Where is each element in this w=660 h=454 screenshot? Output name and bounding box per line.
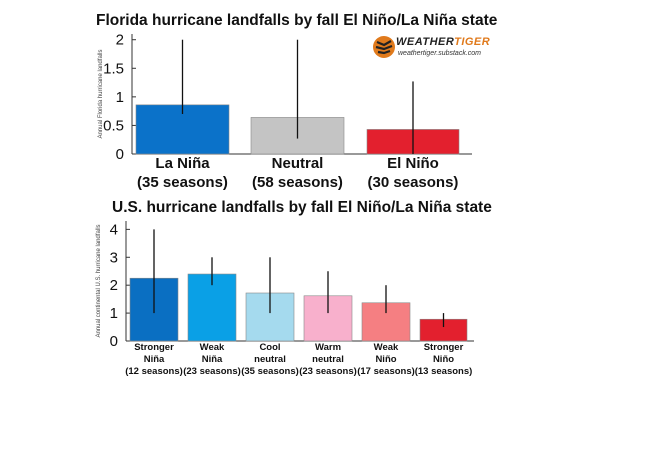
chart-2-category-label: Weak (374, 342, 399, 353)
chart-1-category-label: Neutral (272, 155, 324, 172)
chart-1-category-label: (58 seasons) (252, 174, 343, 191)
chart-2-category-label: Niña (202, 354, 223, 365)
chart-2-y-tick-label: 1 (110, 305, 118, 322)
logo-word-tiger: TIGER (454, 36, 491, 48)
chart-2-title: U.S. hurricane landfalls by fall El Niño… (112, 199, 492, 216)
chart-2-category-label: (17 seasons) (357, 366, 415, 377)
chart-1-y-tick-label: 0.5 (103, 117, 124, 134)
chart-1-y-tick-label: 1 (116, 89, 124, 106)
chart-2-y-tick-label: 4 (110, 221, 118, 238)
weathertiger-logo: WEATHERTIGER weathertiger.substack.com (370, 33, 490, 65)
chart-2-category-label: (23 seasons) (183, 366, 241, 377)
chart-1-y-tick-label: 0 (116, 146, 124, 163)
logo-url: weathertiger.substack.com (398, 50, 481, 57)
chart-2-category-label: Niño (375, 354, 396, 365)
chart-1-title: Florida hurricane landfalls by fall El N… (96, 12, 498, 29)
chart-2-category-label: neutral (254, 354, 286, 365)
tiger-stripes-icon (373, 36, 395, 58)
chart-2-category-label: (23 seasons) (299, 366, 357, 377)
chart-2-category-label: (35 seasons) (241, 366, 299, 377)
chart-2-category-label: Weak (200, 342, 225, 353)
chart-1-y-tick-label: 2 (116, 32, 124, 49)
chart-1-category-label: El Niño (387, 155, 439, 172)
chart-2-y-tick-label: 3 (110, 249, 118, 266)
chart-2-y-axis-label: Annual continental U.S. hurricane landfa… (96, 224, 102, 337)
chart-2-y-tick-label: 0 (110, 333, 118, 350)
chart-2-category-label: (12 seasons) (125, 366, 183, 377)
chart-2-category-label: Stronger (424, 342, 464, 353)
chart-2-category-label: Niño (433, 354, 454, 365)
chart-1-category-label: La Niña (155, 155, 210, 172)
logo-word-weather: WEATHER (396, 36, 455, 48)
chart-2-category-label: neutral (312, 354, 344, 365)
chart-2-category-label: Niña (144, 354, 165, 365)
chart-1-category-label: (30 seasons) (368, 174, 459, 191)
chart-2-category-label: Warm (315, 342, 341, 353)
chart-2-category-label: (13 seasons) (415, 366, 473, 377)
chart-2-category-label: Stronger (134, 342, 174, 353)
chart-1-category-label: (35 seasons) (137, 174, 228, 191)
chart-2-category-label: Cool (259, 342, 280, 353)
logo-wordmark: WEATHERTIGER (396, 36, 490, 48)
chart-2-y-tick-label: 2 (110, 277, 118, 294)
chart-1-y-tick-label: 1.5 (103, 60, 124, 77)
chart-1-y-axis-label: Annual Florida hurricane landfalls (98, 49, 104, 138)
